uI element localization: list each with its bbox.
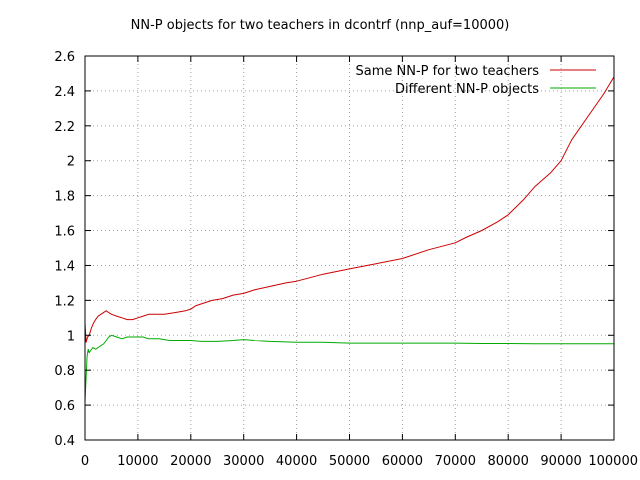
x-tick-label: 0 bbox=[81, 454, 89, 469]
x-tick-label: 100000 bbox=[588, 454, 638, 469]
x-tick-label: 70000 bbox=[435, 454, 476, 469]
x-tick-label: 90000 bbox=[540, 454, 581, 469]
x-tick-label: 20000 bbox=[170, 454, 211, 469]
y-tick-label: 0.6 bbox=[54, 399, 75, 414]
series-line-0 bbox=[84, 76, 615, 343]
y-tick-label: 1.6 bbox=[54, 225, 75, 240]
x-tick-label: 60000 bbox=[382, 454, 423, 469]
legend: Same NN-P for two teachers Different NN-P… bbox=[355, 64, 596, 97]
grid bbox=[85, 56, 614, 440]
series-line-1 bbox=[84, 334, 614, 402]
y-tick-label: 0.8 bbox=[54, 364, 75, 379]
legend-label: Different NN-P objects bbox=[395, 82, 539, 97]
series-layer bbox=[84, 76, 615, 402]
chart-title: NN-P objects for two teachers in dcontrf… bbox=[131, 18, 510, 33]
ticks: 0.4 0.6 0.8 1 1.2 1.4 1.6 1.8 2 2.2 2.4 2.6 0 10000 20… bbox=[54, 50, 638, 469]
y-tick-label: 0.4 bbox=[54, 434, 75, 449]
y-tick-label: 1.4 bbox=[54, 259, 75, 274]
y-tick-label: 1.2 bbox=[54, 294, 75, 309]
x-tick-label: 50000 bbox=[329, 454, 370, 469]
y-tick-label: 2.4 bbox=[54, 85, 75, 100]
y-tick-label: 1 bbox=[67, 329, 75, 344]
x-tick-label: 30000 bbox=[223, 454, 264, 469]
legend-label: Same NN-P for two teachers bbox=[355, 64, 539, 79]
y-tick-label: 2.6 bbox=[54, 50, 75, 65]
x-tick-label: 40000 bbox=[276, 454, 317, 469]
x-tick-label: 10000 bbox=[117, 454, 158, 469]
y-tick-label: 2.2 bbox=[54, 120, 75, 135]
y-tick-label: 1.8 bbox=[54, 190, 75, 205]
y-tick-label: 2 bbox=[67, 155, 75, 170]
x-tick-label: 80000 bbox=[488, 454, 529, 469]
